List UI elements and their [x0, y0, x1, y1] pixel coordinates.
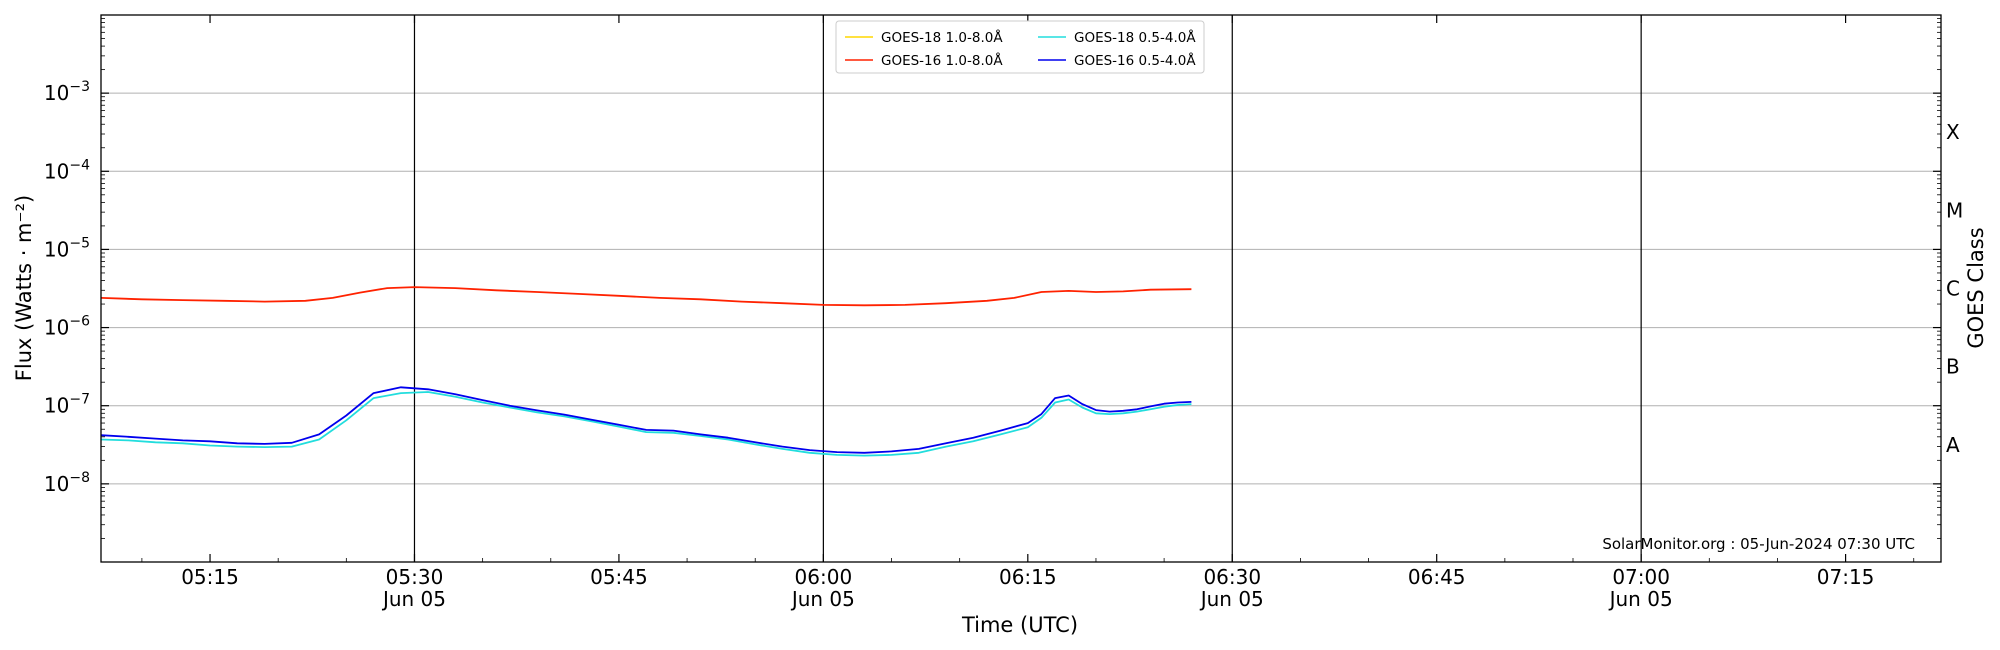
- axis-ticks: [101, 15, 1941, 562]
- y-tick-label: 10−8: [44, 470, 90, 496]
- legend-label: GOES-18 1.0-8.0Å: [881, 29, 1003, 46]
- series-line: [100, 286, 1192, 307]
- x-tick-date-label: Jun 05: [1199, 587, 1264, 611]
- legend-label: GOES-18 0.5-4.0Å: [1074, 29, 1196, 46]
- x-tick-date-label: Jun 05: [381, 587, 446, 611]
- x-tick-label: 06:30: [1203, 565, 1261, 589]
- y-tick-label: 10−6: [44, 314, 90, 340]
- y2-axis-title: GOES Class: [1964, 227, 1988, 348]
- day-separator-lines: [413, 15, 1642, 562]
- y-tick-labels: 10−3 10−4 10−5 10−6 10−7 10−8: [44, 79, 90, 496]
- data-series: [100, 286, 1192, 457]
- goes-class-label: M: [1946, 198, 1963, 222]
- y-tick-label: 10−4: [44, 157, 90, 183]
- x-tick-label: 05:15: [181, 565, 239, 589]
- x-axis-title: Time (UTC): [961, 613, 1078, 637]
- x-tick-label: 07:15: [1817, 565, 1875, 589]
- credit-text: SolarMonitor.org : 05-Jun-2024 07:30 UTC: [1602, 535, 1915, 553]
- x-tick-label: 05:45: [590, 565, 648, 589]
- y-tick-label: 10−5: [44, 235, 90, 261]
- legend-label: GOES-16 1.0-8.0Å: [881, 52, 1003, 69]
- goes-class-label: X: [1946, 120, 1960, 144]
- goes-class-labels: X M C B A: [1946, 120, 1963, 457]
- x-tick-label: 05:30: [386, 565, 444, 589]
- x-tick-label: 06:45: [1408, 565, 1466, 589]
- y-tick-label: 10−3: [44, 79, 90, 105]
- x-tick-label: 06:15: [999, 565, 1057, 589]
- y-tick-label: 10−7: [44, 392, 90, 418]
- legend-box: [835, 20, 1205, 74]
- plot-background: [101, 15, 1941, 562]
- goes-class-label: B: [1946, 355, 1960, 379]
- legend-label: GOES-16 0.5-4.0Å: [1074, 52, 1196, 69]
- goes-class-label: C: [1946, 277, 1960, 301]
- plot-frame: [100, 14, 1942, 563]
- series-line: [100, 391, 1192, 457]
- goes-class-label: A: [1946, 433, 1960, 457]
- y-axis-title: Flux (Watts · m⁻²): [12, 195, 36, 381]
- grid-lines: [101, 92, 1941, 485]
- series-line: [100, 386, 1192, 454]
- x-tick-label: 06:00: [795, 565, 853, 589]
- x-tick-date-label: Jun 05: [1608, 587, 1673, 611]
- legend: GOES-18 1.0-8.0Å GOES-18 0.5-4.0Å GOES-16 …: [835, 20, 1205, 74]
- x-tick-label: 07:00: [1612, 565, 1670, 589]
- x-tick-date-label: Jun 05: [790, 587, 855, 611]
